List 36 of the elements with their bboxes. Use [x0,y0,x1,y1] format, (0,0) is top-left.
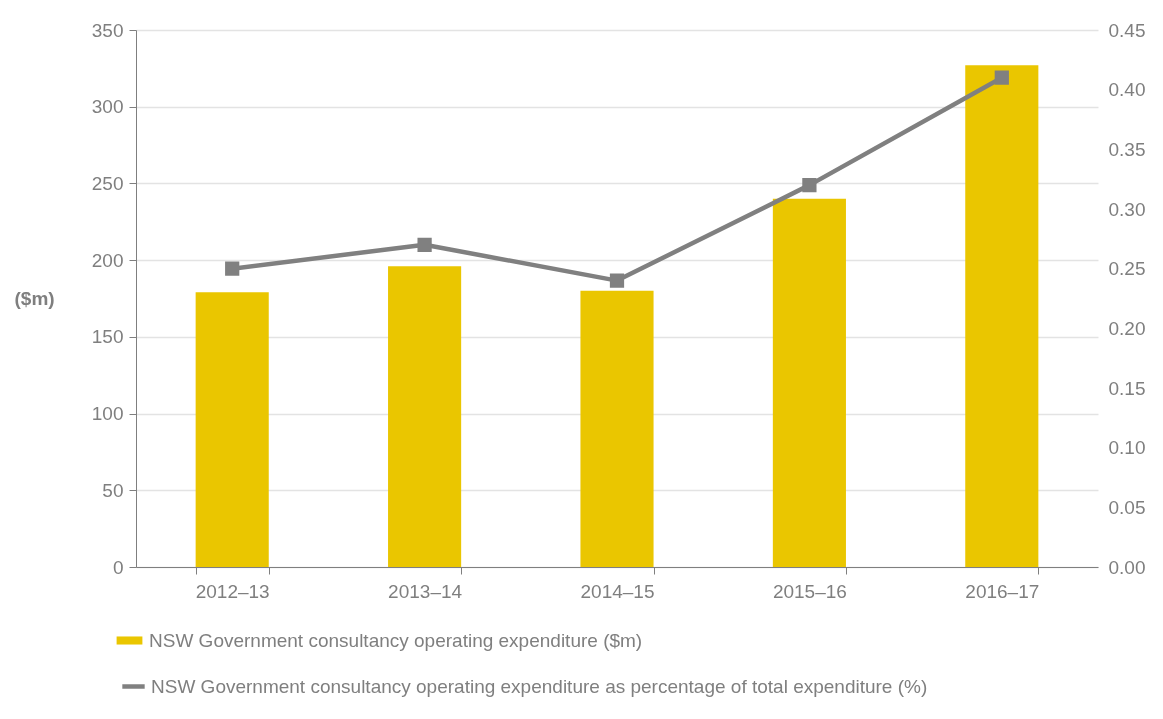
y-tick-label: 50 [102,479,124,501]
bar [195,292,269,567]
x-tick-label: 2012–13 [195,580,270,602]
y-tick-label: 100 [91,403,124,425]
y-tick-label: 300 [91,96,124,118]
y2-tick-label: 0.25 [1108,258,1146,280]
bar [580,290,654,567]
y-tick-label: 150 [91,326,124,348]
x-tick-label: 2013–14 [388,580,463,602]
bar [772,198,846,567]
y2-tick-label: 0.00 [1108,556,1146,578]
x-tick-label: 2015–16 [772,580,847,602]
y2-tick-label: 0.15 [1108,377,1146,399]
bar [965,65,1039,567]
y2-tick-label: 0.05 [1108,496,1146,518]
y-axis-title: ($m) [14,288,55,309]
bar [388,266,462,567]
point [802,178,817,193]
legend-label: NSW Government consultancy operating expenditure ($m) [149,629,643,651]
y-tick-label: 200 [91,249,124,271]
y2-tick-label: 0.20 [1108,317,1146,339]
y-tick-label: 250 [91,172,124,194]
point [609,273,625,288]
y2-tick-label: 0.45 [1108,19,1146,41]
y2-tick-label: 0.30 [1108,198,1146,220]
x-tick-label: 2014–15 [580,580,655,602]
y2-tick-label: 0.10 [1108,437,1146,459]
y2-tick-label: 0.40 [1108,79,1146,101]
point [994,70,1009,85]
point [417,237,432,252]
x-tick-label: 2016–17 [965,580,1040,602]
y-tick-label: 350 [91,19,124,41]
point [225,261,240,276]
legend-label: NSW Government consultancy operating expenditure as percentage of total expenditure (%) [151,675,928,697]
y2-tick-label: 0.35 [1108,138,1146,160]
y-tick-label: 0 [112,556,124,578]
